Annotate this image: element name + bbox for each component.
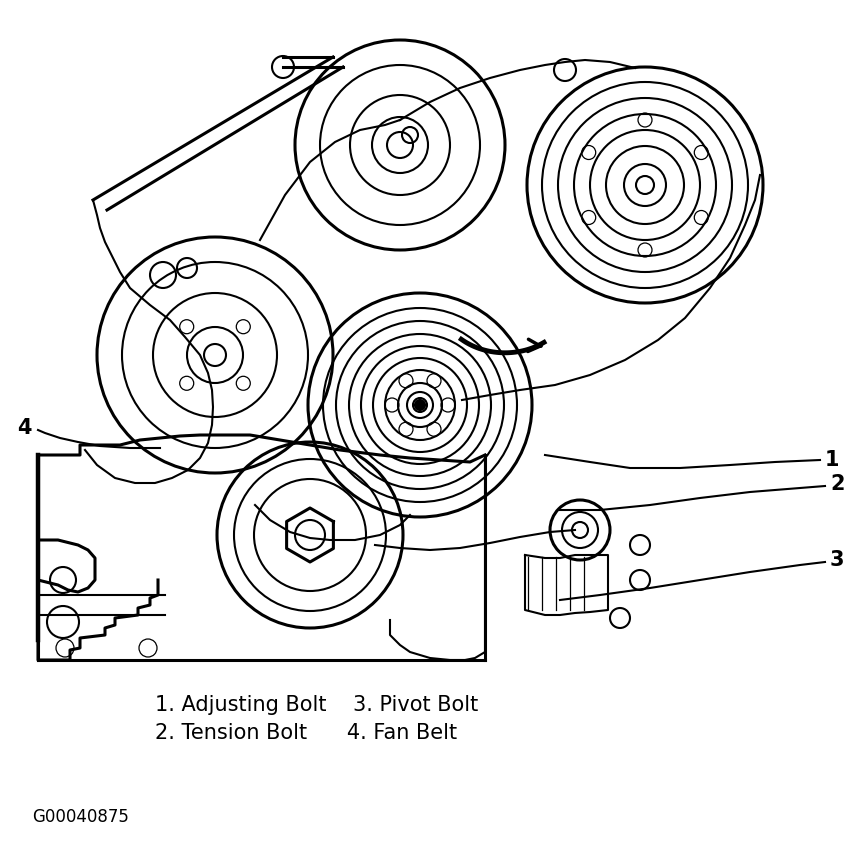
Text: 2: 2 (830, 474, 844, 494)
Text: 4: 4 (17, 418, 32, 438)
Text: 1. Adjusting Bolt    3. Pivot Bolt: 1. Adjusting Bolt 3. Pivot Bolt (155, 695, 478, 715)
Text: 3: 3 (830, 550, 844, 570)
Text: 2. Tension Bolt      4. Fan Belt: 2. Tension Bolt 4. Fan Belt (155, 723, 457, 743)
Circle shape (415, 400, 425, 410)
Text: 1: 1 (825, 450, 839, 470)
Text: G00040875: G00040875 (32, 808, 129, 826)
